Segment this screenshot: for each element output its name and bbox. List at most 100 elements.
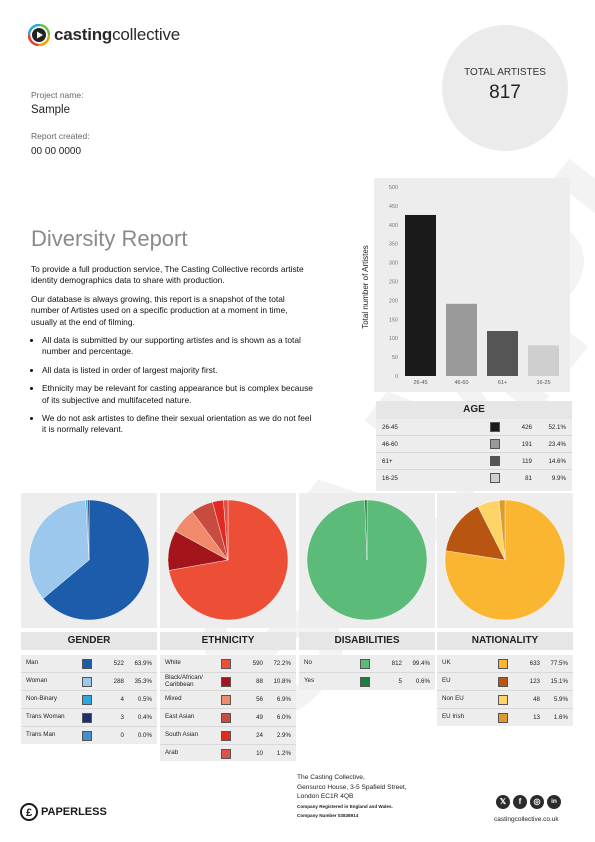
legend-row: No 812 99.4% (299, 655, 435, 673)
legend-swatch-cell (82, 672, 96, 691)
project-name-value: Sample (31, 104, 70, 116)
legend-swatch (498, 658, 508, 669)
legend-row: Trans Woman 3 0.4% (21, 708, 157, 727)
linkedin-icon[interactable]: in (547, 795, 561, 809)
legend-swatch-cell (360, 655, 374, 673)
legend-percent: 0.0% (124, 726, 157, 744)
legend-percent: 77.5% (550, 660, 568, 667)
legend-row: East Asian 49 6.0% (160, 708, 296, 727)
legend-category: East Asian (160, 708, 221, 727)
age-y-tick: 0 (395, 374, 398, 380)
legend-swatch (221, 694, 231, 705)
x-icon[interactable]: 𝕏 (496, 795, 510, 809)
legend-swatch-cell (221, 655, 235, 673)
ethnicity-pie-chart (167, 499, 289, 621)
legend-swatch (82, 676, 92, 687)
gender-panel-title: GENDER (21, 632, 157, 650)
age-y-tick: 200 (389, 298, 398, 304)
age-y-tick: 250 (389, 280, 398, 286)
legend-swatch-cell (498, 672, 512, 691)
legend-percent: 63.9% (134, 660, 152, 667)
legend-category: 46-60 (376, 435, 490, 453)
legend-count: 13 (512, 708, 540, 726)
legend-percent: 0.6% (402, 672, 435, 690)
legend-row: Non EU 48 5.9% (437, 690, 573, 709)
legend-count: 3 (96, 708, 124, 727)
legend-category: EU (437, 672, 498, 691)
report-intro: To provide a full production service, Th… (31, 264, 313, 443)
legend-swatch-cell (82, 708, 96, 727)
legend-category: Non-Binary (21, 690, 82, 709)
ethnicity-legend: White 590 72.2% Black/African/ Caribbean 88 1… (160, 655, 296, 762)
nationality-legend: UK 633 77.5% EU 123 15.1% Non EU 48 5.9% EU Irish… (437, 655, 573, 726)
age-bar-61+ (487, 331, 518, 376)
legend-swatch (498, 712, 508, 723)
svg-text:£: £ (26, 807, 32, 819)
legend-percent: 1.2% (263, 744, 296, 762)
legend-swatch-cell (490, 435, 504, 453)
legend-swatch (360, 676, 370, 687)
legend-swatch (82, 658, 92, 669)
intro-paragraph: To provide a full production service, Th… (31, 264, 304, 286)
legend-swatch-cell (498, 708, 512, 726)
address-line: Gensurco House, 3-5 Spafield Street, (297, 783, 407, 791)
age-bar-16-25 (528, 345, 559, 376)
legend-category: EU Irish (437, 708, 498, 726)
legend-percent: 35.3% (124, 672, 157, 691)
legend-swatch (498, 676, 508, 687)
facebook-icon[interactable]: f (513, 795, 527, 809)
legend-count: 88 (235, 672, 263, 691)
disabilities-panel-title: DISABILITIES (299, 632, 435, 650)
note-item: Ethnicity may be relevant for casting ap… (42, 383, 313, 406)
project-name-label: Project name: (31, 90, 84, 100)
legend-row: EU Irish 13 1.6% (437, 708, 573, 726)
age-legend: 26-45 426 52.1% 46-60 191 23.4% 61+ 119 14.6% 16-… (376, 419, 572, 491)
age-legend-row: 46-60 191 23.4% (376, 435, 572, 453)
legend-row: UK 633 77.5% (437, 655, 573, 673)
legend-table: White 590 72.2% Black/African/ Caribbean 88 1… (160, 655, 296, 762)
legend-category: 26-45 (382, 423, 398, 431)
legend-row: Non-Binary 4 0.5% (21, 690, 157, 709)
nationality-slice (445, 506, 506, 561)
legend-count: 10 (235, 744, 263, 762)
logo-icon (28, 24, 50, 46)
gender-slice (28, 499, 90, 599)
legend-count: 56 (235, 690, 263, 709)
legend-category: Trans Woman (21, 708, 82, 727)
legend-row: Mixed 56 6.9% (160, 690, 296, 709)
legend-category: No (304, 659, 312, 667)
legend-count: 4 (96, 690, 124, 709)
legend-percent: 14.6% (532, 452, 572, 470)
gender-pie-panel (21, 493, 157, 628)
legend-swatch-cell (490, 419, 504, 436)
legend-count: 0 (96, 726, 124, 744)
legend-row: South Asian 24 2.9% (160, 726, 296, 745)
age-bar-26-45 (405, 214, 436, 376)
legend-swatch (221, 676, 231, 687)
legend-count: 812 (391, 660, 402, 667)
legend-swatch (360, 658, 370, 669)
age-chart: 0 50 100 150 200 250 300 350 400 450 500 Total numb… (356, 178, 576, 399)
report-created-label: Report created: (31, 131, 90, 141)
legend-percent: 6.0% (263, 708, 296, 727)
age-legend-row: 16-25 81 9.9% (376, 469, 572, 486)
age-y-tick: 150 (389, 317, 398, 323)
legend-count: 522 (113, 660, 124, 667)
legend-swatch (490, 456, 500, 466)
address-line: The Casting Collective, (297, 774, 365, 781)
legend-count: 191 (504, 435, 532, 453)
legend-table: UK 633 77.5% EU 123 15.1% Non EU 48 5.9% EU Irish… (437, 655, 573, 726)
legend-swatch (221, 712, 231, 723)
age-bar-chart: 0 50 100 150 200 250 300 350 400 450 500 Total numb… (361, 178, 570, 392)
instagram-icon[interactable]: ◎ (530, 795, 544, 809)
legend-count: 288 (96, 672, 124, 691)
age-x-tick: 16-25 (536, 380, 550, 386)
age-y-tick: 450 (389, 204, 398, 210)
website-link[interactable]: castingcollective.co.uk (494, 816, 559, 823)
address-line: London EC1R 4QB (297, 793, 354, 800)
casting-collective-logo: castingcollective (28, 24, 180, 46)
legend-category: Mixed (160, 690, 221, 709)
legend-category: South Asian (160, 726, 221, 745)
legend-swatch (498, 694, 508, 705)
legend-percent: 2.9% (263, 726, 296, 745)
